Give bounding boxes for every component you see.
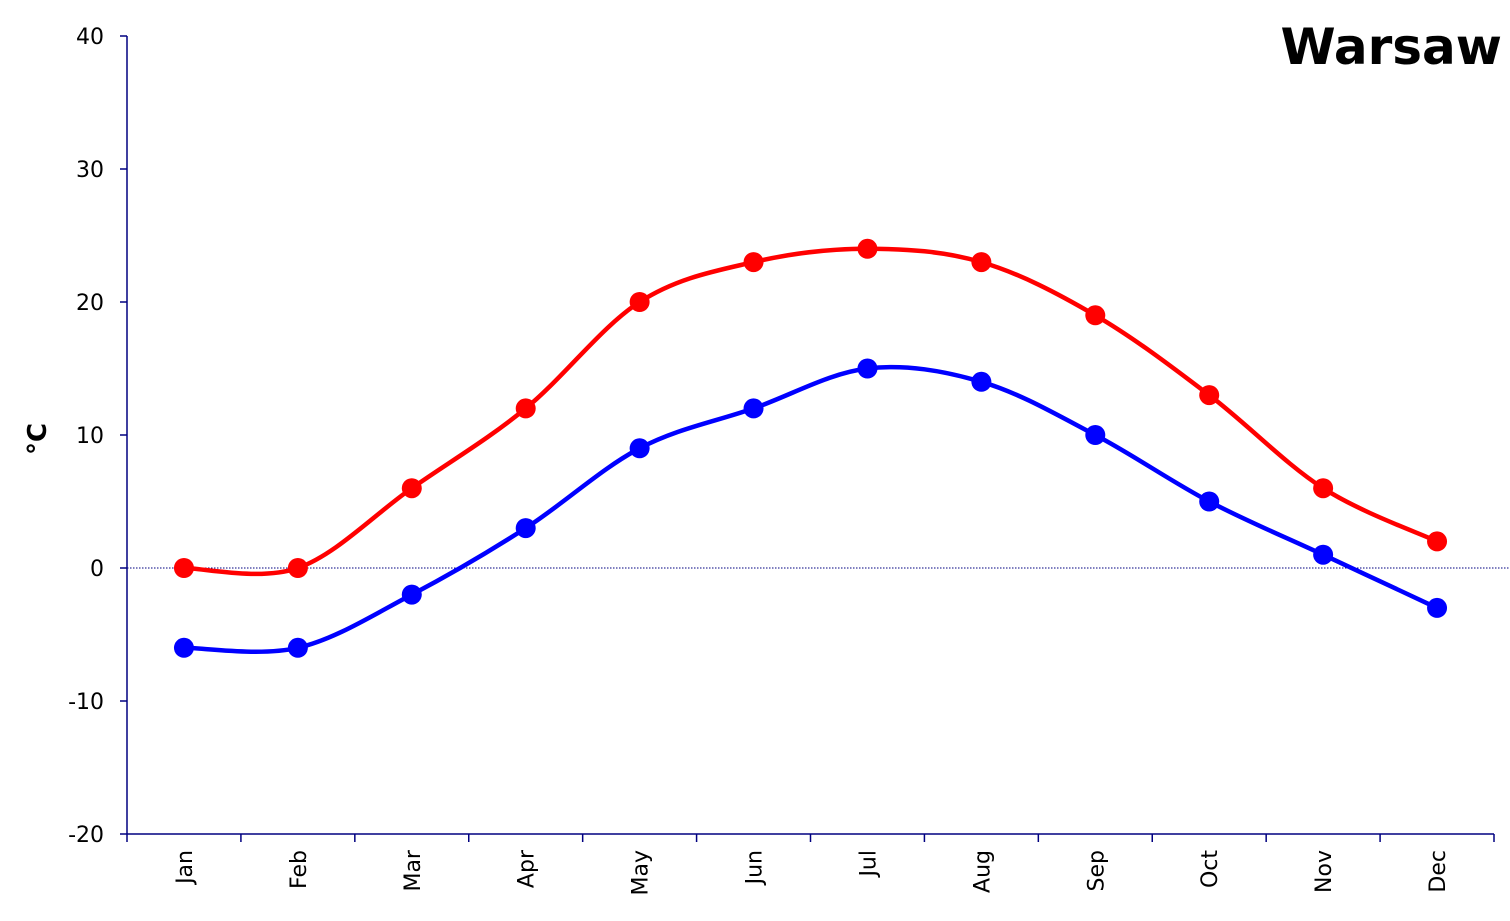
x-tick-label: May <box>629 850 654 895</box>
series-1-point <box>743 252 764 273</box>
series-2-point <box>971 371 992 392</box>
x-tick-label: Jul <box>856 850 881 879</box>
series-2-line <box>181 364 1440 654</box>
x-tick-label: Apr <box>515 849 540 888</box>
chart-title: Warsaw <box>1281 18 1502 76</box>
x-tick-label: Aug <box>970 850 995 893</box>
series-2-point <box>515 518 536 539</box>
series-1-point <box>287 558 308 578</box>
series-1-point <box>401 478 422 499</box>
series-2-point <box>629 438 650 459</box>
series-1-point <box>857 238 878 259</box>
series-1-point <box>629 292 650 312</box>
x-tick-label: Jun <box>743 850 768 886</box>
series-2-point <box>173 637 194 658</box>
x-tick-label: Jan <box>173 850 198 886</box>
series-2-point <box>743 398 764 419</box>
series-2-point <box>1085 425 1106 445</box>
x-tick-label: Dec <box>1426 850 1451 893</box>
x-tick-label: Oct <box>1198 850 1223 888</box>
series-1-point <box>1427 531 1448 552</box>
y-tick-label: 40 <box>76 25 104 50</box>
series-1-point <box>971 252 992 273</box>
x-tick-label: Mar <box>401 849 426 891</box>
series-1-point <box>1313 478 1334 499</box>
series-1-line <box>181 246 1440 577</box>
y-tick-label: -20 <box>68 823 104 848</box>
series-2-point <box>1427 597 1448 618</box>
y-tick-label: 0 <box>90 557 104 582</box>
y-tick-label: 30 <box>76 158 104 183</box>
series-1-point <box>515 398 536 419</box>
series-lines <box>181 246 1440 654</box>
series-1-point <box>1199 385 1220 406</box>
y-tick-label: 10 <box>76 424 104 449</box>
series-2-point <box>1313 544 1334 565</box>
x-tick-label: Sep <box>1084 850 1109 891</box>
series-2-point <box>857 358 878 379</box>
y-tick-label: -10 <box>68 690 104 715</box>
y-axis: -20 -10 0 10 20 30 40 <box>68 25 128 848</box>
x-tick-label: Feb <box>287 850 312 889</box>
series-2-point <box>1199 491 1220 512</box>
series-2-point <box>287 637 308 658</box>
series-markers <box>173 238 1448 658</box>
series-1-point <box>1085 305 1106 326</box>
y-axis-label: °C <box>23 423 53 455</box>
x-tick-label: Nov <box>1312 850 1337 893</box>
x-axis: Jan Feb Mar Apr May Jun Jul Aug Sep Oct Nov Dec <box>126 833 1495 895</box>
series-1-point <box>173 558 194 578</box>
y-tick-label: 20 <box>76 291 104 316</box>
series-2-point <box>401 584 422 605</box>
